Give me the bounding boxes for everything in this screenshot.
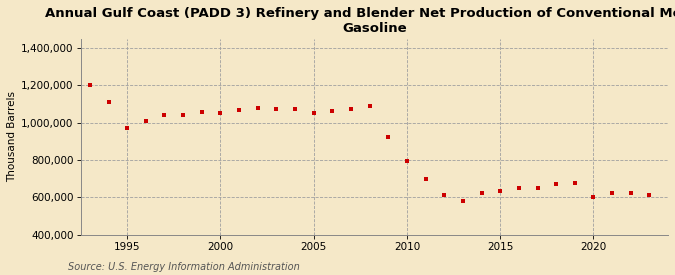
Title: Annual Gulf Coast (PADD 3) Refinery and Blender Net Production of Conventional M: Annual Gulf Coast (PADD 3) Refinery and …: [45, 7, 675, 35]
Text: Source: U.S. Energy Information Administration: Source: U.S. Energy Information Administ…: [68, 262, 299, 272]
Y-axis label: Thousand Barrels: Thousand Barrels: [7, 91, 17, 182]
